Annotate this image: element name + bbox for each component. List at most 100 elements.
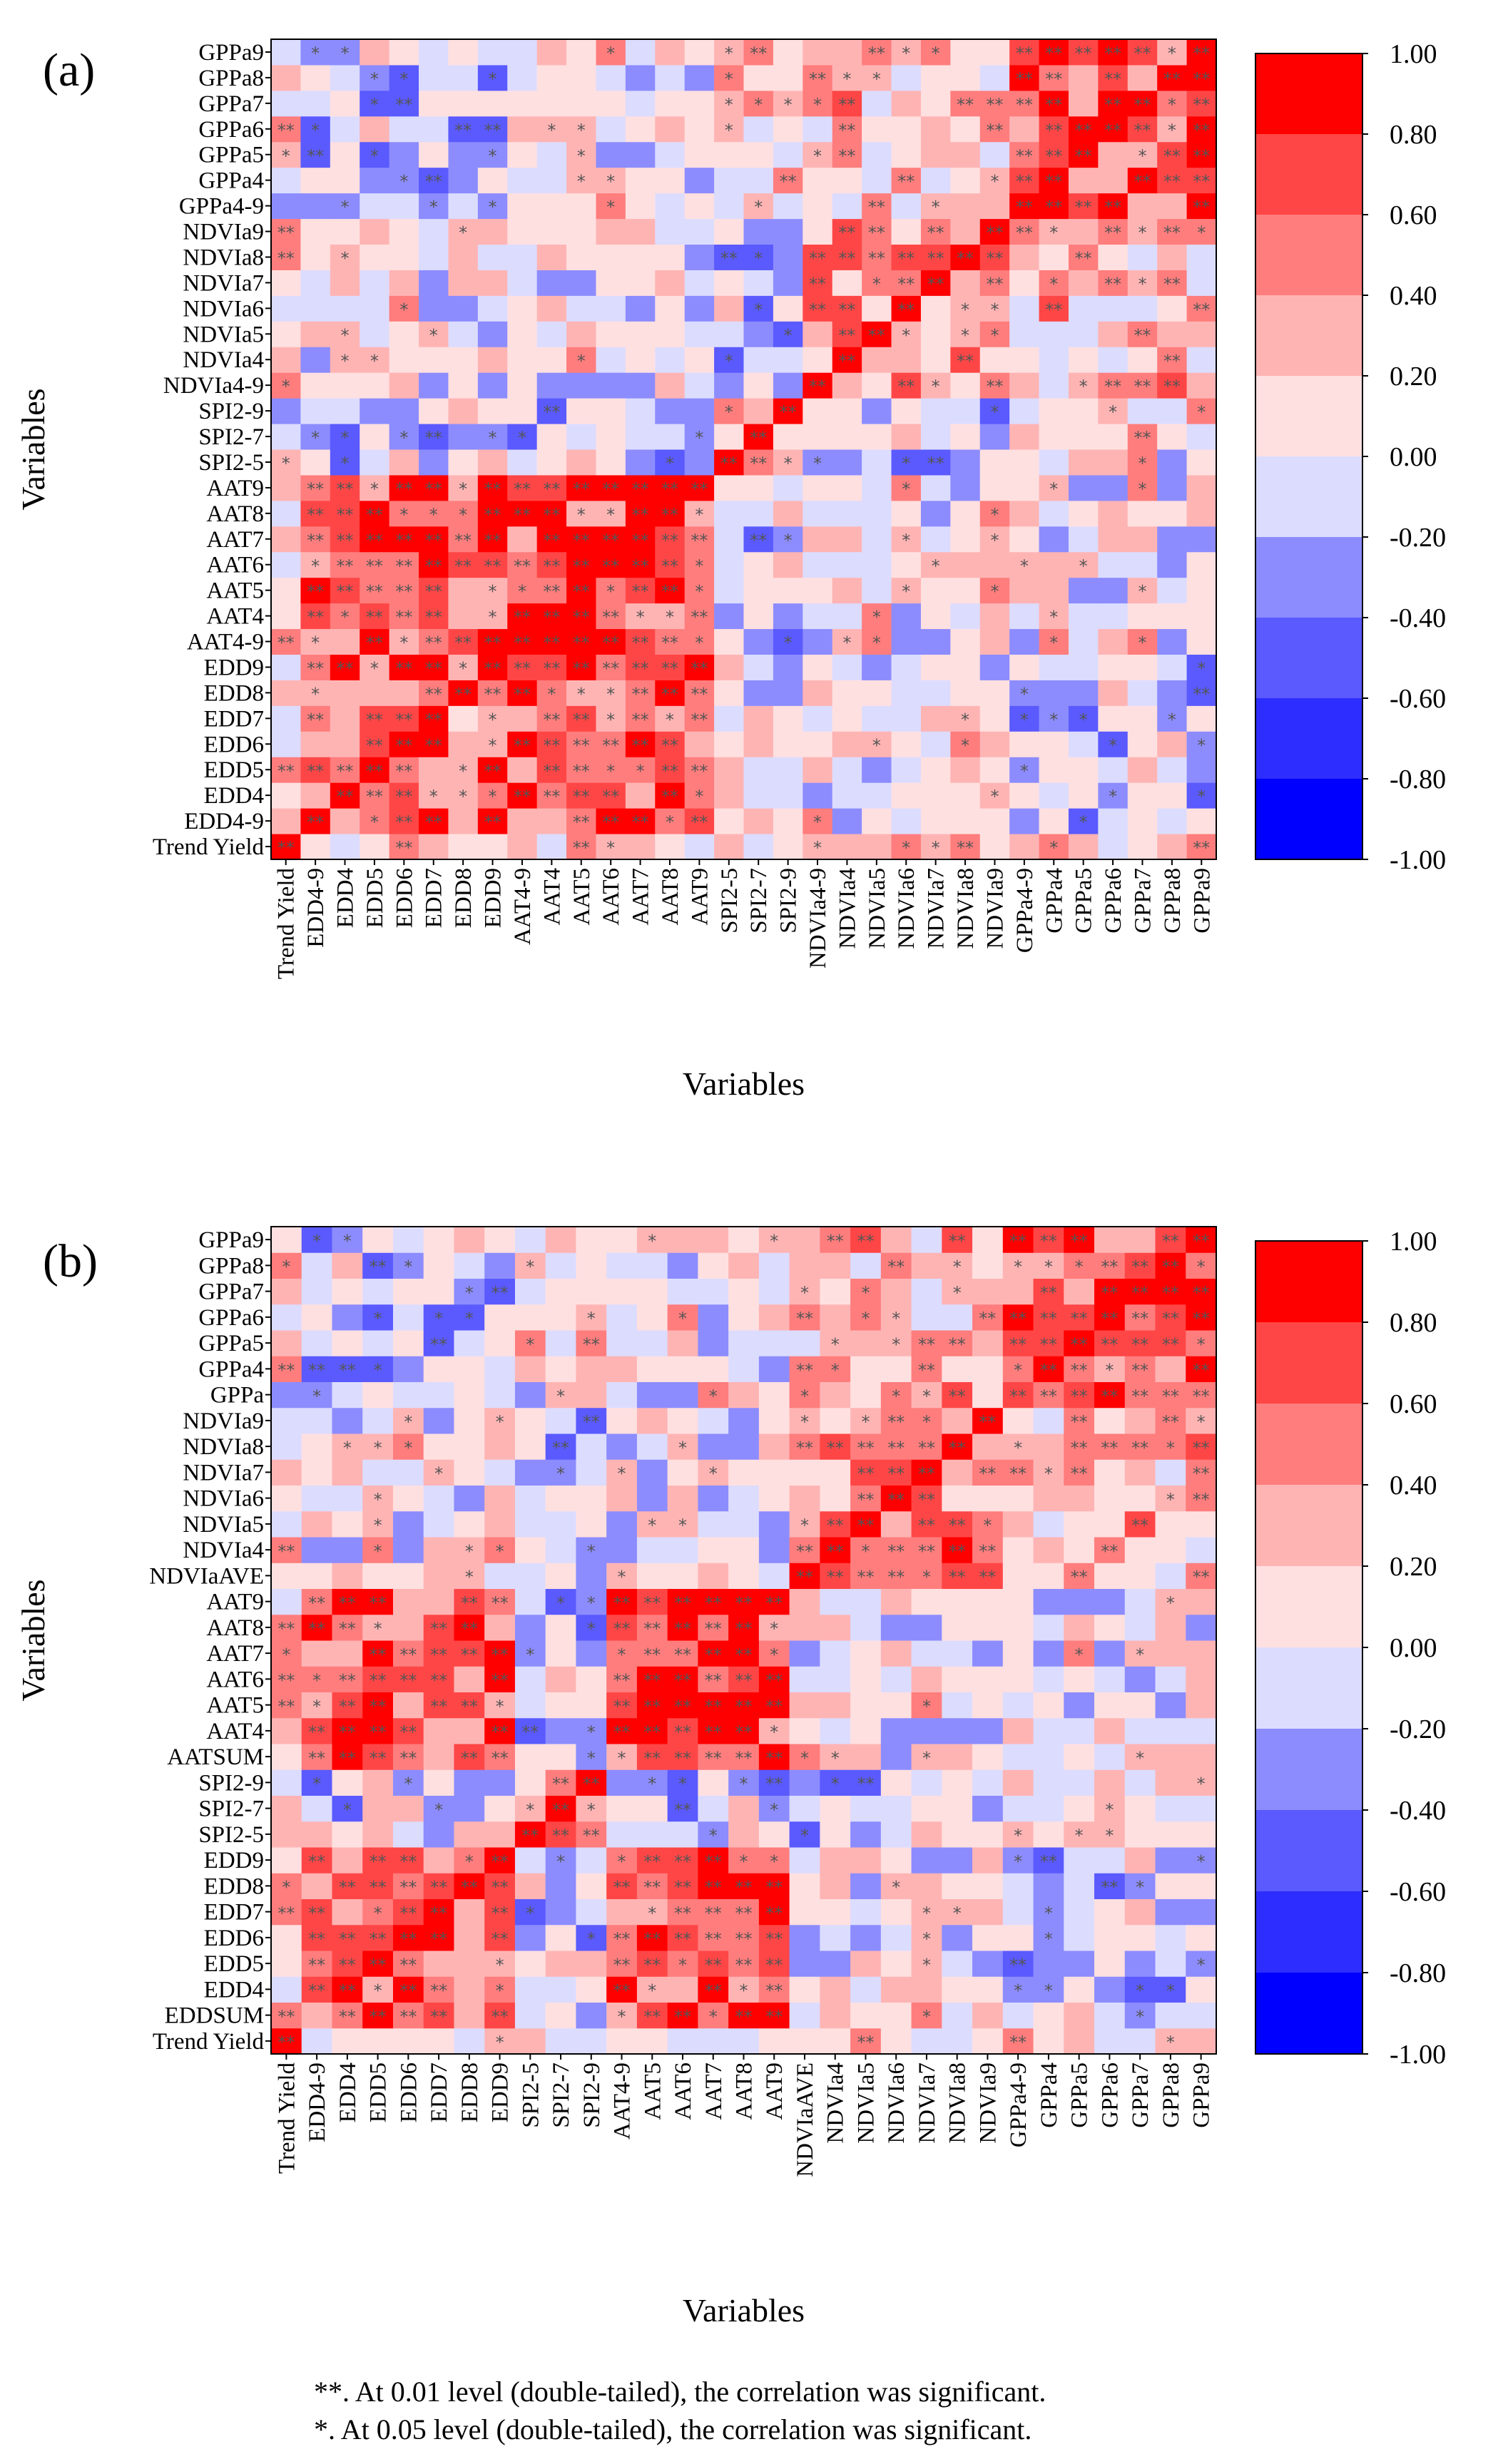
heatmap-cell xyxy=(850,1847,882,1873)
significance-mark: * xyxy=(892,1309,900,1329)
significance-mark: * xyxy=(1049,223,1058,243)
heatmap-cell xyxy=(271,1640,302,1667)
heatmap-cell xyxy=(300,474,331,501)
significance-mark: * xyxy=(489,428,497,448)
heatmap-cell xyxy=(1068,218,1099,245)
heatmap-cell xyxy=(484,1227,516,1253)
heatmap-cell xyxy=(392,1666,424,1692)
x-tick-ndvia4-9: NDVIa4-9 xyxy=(805,868,831,968)
y-tick-edd4: EDD4 xyxy=(204,1977,264,2003)
significance-mark: * xyxy=(695,556,703,576)
heatmap-cell xyxy=(419,64,449,91)
heatmap-cell xyxy=(301,1356,332,1382)
heatmap-cell xyxy=(1127,628,1158,655)
heatmap-cell xyxy=(484,1252,516,1279)
x-tick-edd7: EDD7 xyxy=(422,868,447,928)
heatmap-cell xyxy=(362,1692,394,1719)
heatmap-cell xyxy=(536,680,567,706)
significance-mark: ** xyxy=(986,377,1003,397)
heatmap-cell xyxy=(942,2002,973,2029)
heatmap-cell xyxy=(454,1433,485,1460)
heatmap-cell xyxy=(536,731,567,757)
x-tick-gppa8: GPPa8 xyxy=(1160,868,1186,934)
heatmap-cell xyxy=(1039,39,1069,66)
significance-mark: * xyxy=(577,505,586,525)
significance-mark: * xyxy=(861,1541,870,1561)
heatmap-cell xyxy=(758,1356,790,1382)
heatmap-cell xyxy=(832,474,862,501)
heatmap-cell xyxy=(300,424,331,450)
heatmap-cell xyxy=(636,1692,668,1719)
heatmap-cell xyxy=(1127,372,1158,399)
heatmap-cell xyxy=(1155,1278,1186,1305)
heatmap-cell xyxy=(911,1717,942,1744)
heatmap-cell xyxy=(758,1976,790,2003)
heatmap-cell xyxy=(728,1666,760,1692)
significance-mark: ** xyxy=(430,1697,447,1717)
significance-mark: ** xyxy=(1071,1568,1088,1588)
heatmap-cell xyxy=(820,1821,851,1848)
significance-mark: ** xyxy=(1101,1541,1118,1561)
significance-mark: * xyxy=(1020,556,1029,576)
heatmap-cell xyxy=(820,1795,851,1822)
significance-mark: ** xyxy=(643,1645,661,1665)
significance-mark: ** xyxy=(602,787,619,807)
heatmap-cell xyxy=(362,1614,394,1641)
heatmap-cell xyxy=(920,64,951,91)
significance-mark: * xyxy=(374,1903,382,1923)
heatmap-cell xyxy=(850,1330,882,1356)
heatmap-cell xyxy=(271,1951,302,1977)
heatmap-cell xyxy=(484,1537,516,1563)
heatmap-cell xyxy=(803,372,833,399)
significance-mark: ** xyxy=(674,1903,691,1923)
significance-mark: * xyxy=(990,531,999,551)
significance-mark: * xyxy=(1138,146,1146,166)
heatmap-cell xyxy=(950,218,981,245)
heatmap-cell xyxy=(714,295,744,322)
y-tick-aat6: AAT6 xyxy=(206,553,264,578)
heatmap-cell xyxy=(419,167,449,194)
significance-mark: ** xyxy=(573,608,590,628)
heatmap-cell xyxy=(655,782,686,809)
heatmap-cell xyxy=(389,141,419,168)
heatmap-cell xyxy=(566,424,596,450)
heatmap-cell xyxy=(911,1821,942,1848)
heatmap-cell xyxy=(911,2002,942,2029)
heatmap-cell xyxy=(972,1924,1004,1951)
significance-mark: ** xyxy=(1163,69,1181,89)
heatmap-cell xyxy=(1157,295,1188,322)
heatmap-cell xyxy=(942,1330,973,1356)
heatmap-cell xyxy=(911,1847,942,1873)
heatmap-cell xyxy=(301,1614,332,1641)
heatmap-cell xyxy=(566,398,596,424)
significance-mark: ** xyxy=(491,2007,509,2027)
y-tick-ndvia4: NDVIa4 xyxy=(183,347,264,373)
heatmap-cell xyxy=(979,270,1010,296)
significance-mark: * xyxy=(312,1231,321,1251)
heatmap-cell xyxy=(891,398,922,424)
heatmap-cell xyxy=(271,1537,302,1563)
significance-mark: ** xyxy=(425,531,442,551)
heatmap-cell xyxy=(1009,474,1040,501)
heatmap-cell xyxy=(300,270,331,296)
heatmap-cell xyxy=(820,1898,851,1926)
significance-mark: ** xyxy=(308,1593,325,1613)
significance-mark: * xyxy=(547,684,556,704)
heatmap-cell xyxy=(862,757,892,783)
significance-mark: ** xyxy=(337,761,354,781)
heatmap-cell xyxy=(684,244,715,270)
significance-mark: ** xyxy=(602,659,619,679)
heatmap-cell xyxy=(448,167,479,194)
significance-mark: * xyxy=(465,1283,474,1303)
significance-mark: ** xyxy=(1104,95,1121,115)
heatmap-cell xyxy=(625,808,656,834)
heatmap-cell xyxy=(423,1873,454,1899)
heatmap-cell xyxy=(566,218,596,245)
heatmap-cell xyxy=(545,1356,576,1382)
heatmap-cell xyxy=(389,244,419,270)
heatmap-cell xyxy=(942,1614,973,1641)
significance-mark: * xyxy=(872,69,881,89)
significance-mark: ** xyxy=(1163,377,1181,397)
significance-mark: ** xyxy=(735,1645,753,1665)
colorbar-swatch xyxy=(1255,456,1362,538)
